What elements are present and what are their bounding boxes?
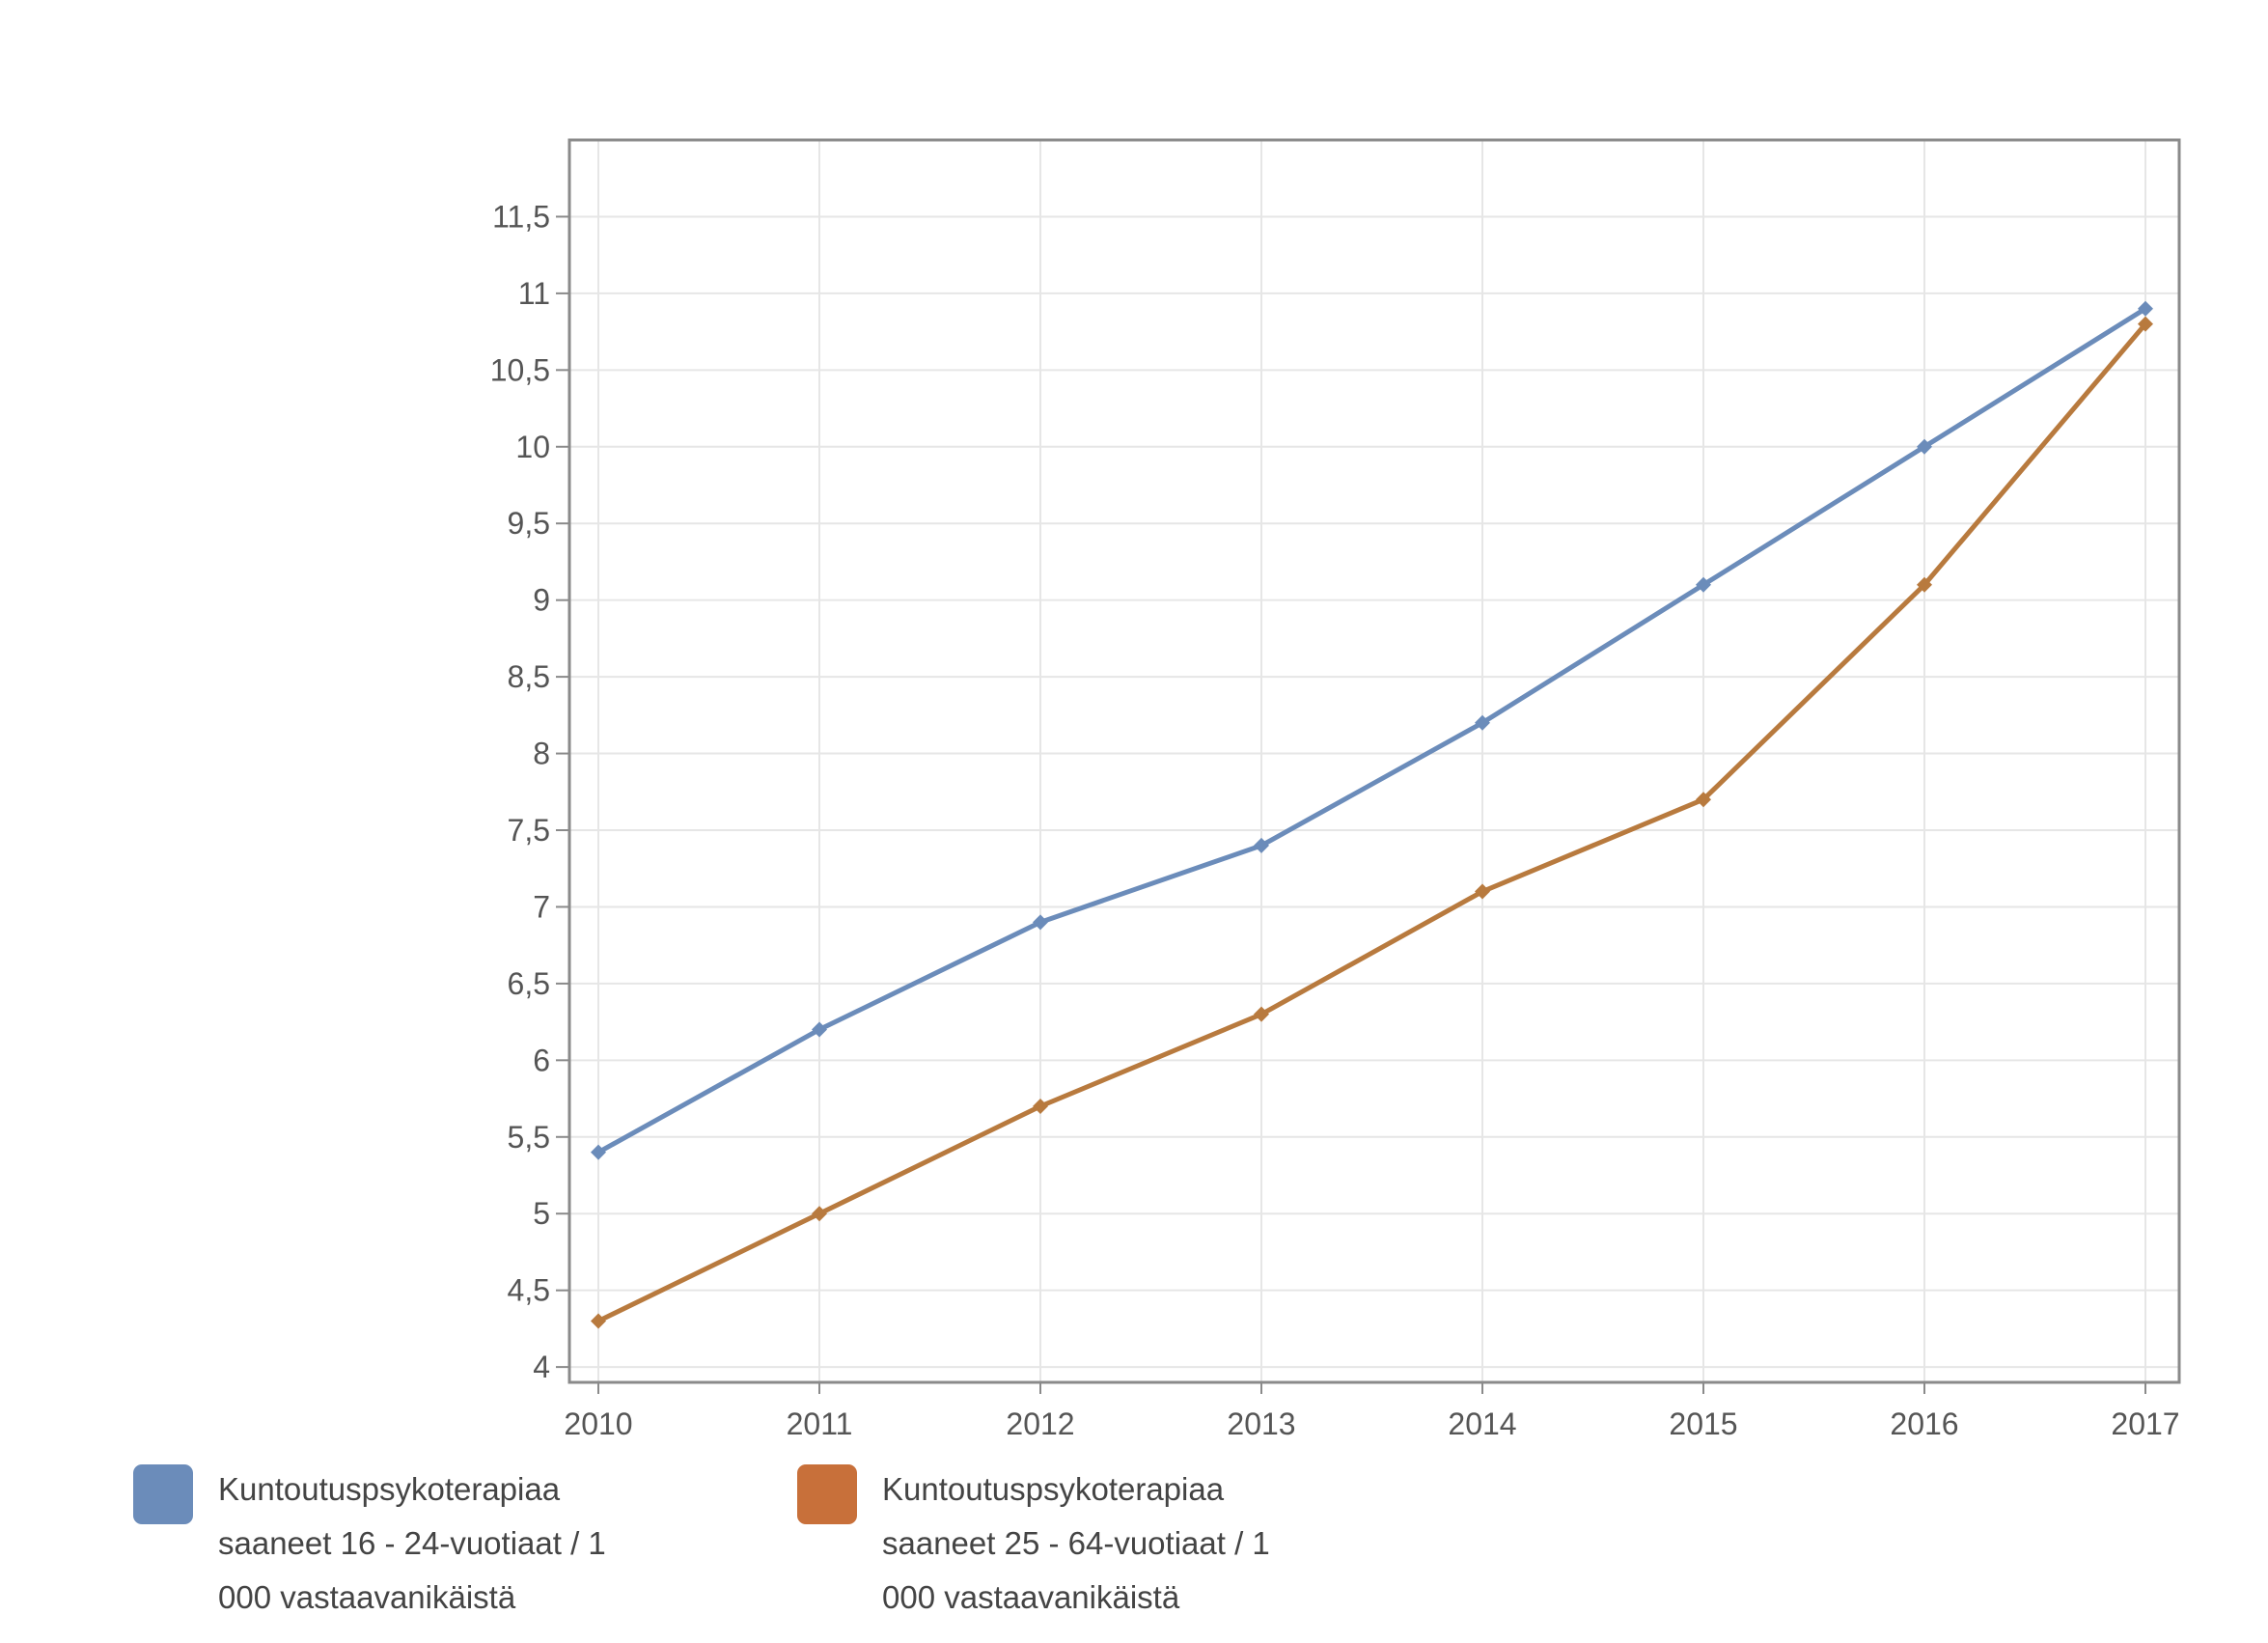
x-tick-label: 2014 bbox=[1448, 1406, 1516, 1441]
series-point-1[interactable] bbox=[591, 1313, 606, 1329]
plot-frame bbox=[567, 138, 2181, 1384]
series-line-0 bbox=[595, 306, 2148, 1156]
y-tick-label: 4,5 bbox=[508, 1273, 550, 1308]
legend-label-25-64: Kuntoutuspsykoterapiaa saaneet 25 - 64-v… bbox=[882, 1471, 1270, 1615]
y-tick-label: 5,5 bbox=[508, 1120, 550, 1155]
series-point-0[interactable] bbox=[1917, 438, 1932, 455]
series-point-1[interactable] bbox=[1475, 883, 1490, 900]
series-line-1 bbox=[595, 321, 2148, 1323]
legend-label-16-24: Kuntoutuspsykoterapiaa saaneet 16 - 24-v… bbox=[218, 1471, 606, 1615]
y-tick-label: 6,5 bbox=[508, 966, 550, 1001]
y-tick-label: 11,5 bbox=[492, 199, 550, 234]
legend-swatch-16-24 bbox=[133, 1464, 193, 1524]
series-point-1[interactable] bbox=[812, 1206, 827, 1222]
series-point-1[interactable] bbox=[1033, 1099, 1048, 1114]
series-point-0[interactable] bbox=[1696, 576, 1711, 593]
legend-swatch-25-64 bbox=[797, 1464, 857, 1524]
y-tick-label: 6 bbox=[533, 1043, 550, 1077]
series-point-0[interactable] bbox=[2138, 300, 2153, 317]
x-tick-label: 2011 bbox=[787, 1406, 853, 1441]
y-tick-label: 10,5 bbox=[490, 352, 550, 387]
series-point-0[interactable] bbox=[812, 1021, 827, 1038]
x-tick-label: 2015 bbox=[1669, 1406, 1737, 1441]
y-tick-label: 7 bbox=[533, 889, 550, 924]
series-point-1[interactable] bbox=[1696, 792, 1711, 808]
x-tick-label: 2016 bbox=[1890, 1406, 1958, 1441]
series-point-1[interactable] bbox=[1917, 576, 1932, 593]
y-tick-label: 8 bbox=[533, 737, 550, 771]
x-tick-label: 2017 bbox=[2111, 1406, 2179, 1441]
series-point-1[interactable] bbox=[2138, 316, 2153, 332]
x-tick-label: 2010 bbox=[564, 1406, 632, 1441]
y-tick-label: 4 bbox=[533, 1350, 550, 1384]
x-axis-ticks: 2010 2011 2012 2013 2014 2015 2016 2017 bbox=[564, 1382, 2180, 1441]
legend-item-25-64[interactable]: Kuntoutuspsykoterapiaa saaneet 25 - 64-v… bbox=[797, 1462, 1297, 1625]
legend: Kuntoutuspsykoterapiaa saaneet 16 - 24-v… bbox=[133, 1462, 1297, 1625]
y-tick-label: 7,5 bbox=[508, 813, 550, 848]
legend-item-16-24[interactable]: Kuntoutuspsykoterapiaa saaneet 16 - 24-v… bbox=[133, 1462, 633, 1625]
y-axis-ticks: 4 4,5 5 5,5 6 6,5 7 7,5 8 8,5 9 9,5 10 10,5 11 11,5 bbox=[490, 199, 569, 1384]
y-tick-label: 5 bbox=[533, 1196, 550, 1231]
series-point-0[interactable] bbox=[1254, 837, 1269, 853]
y-tick-label: 9,5 bbox=[508, 506, 550, 541]
y-tick-label: 10 bbox=[515, 430, 550, 464]
y-tick-label: 11 bbox=[518, 276, 550, 311]
series-layer bbox=[591, 300, 2153, 1329]
series-point-0[interactable] bbox=[591, 1144, 606, 1160]
y-tick-label: 8,5 bbox=[508, 659, 550, 694]
series-point-1[interactable] bbox=[1254, 1006, 1269, 1022]
x-tick-label: 2012 bbox=[1006, 1406, 1074, 1441]
series-point-0[interactable] bbox=[1033, 914, 1048, 931]
x-tick-label: 2013 bbox=[1227, 1406, 1295, 1441]
y-tick-label: 9 bbox=[533, 583, 550, 618]
grid-lines bbox=[569, 140, 2179, 1382]
series-point-0[interactable] bbox=[1475, 714, 1490, 731]
